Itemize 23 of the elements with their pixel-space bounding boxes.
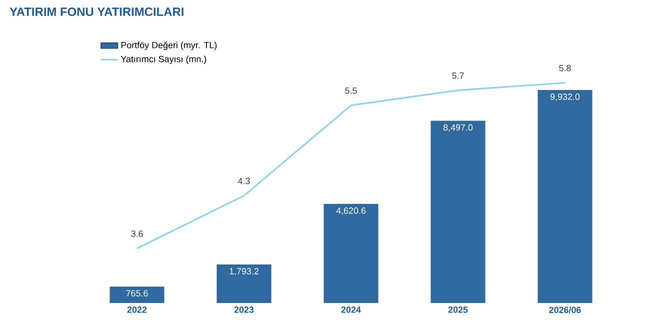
x-tick-label: 2022 [127,306,147,313]
data-label: 5.5 [345,88,357,94]
data-label: 1,793.2 [230,268,258,276]
x-tick-label: 2026/06 [549,306,581,314]
bar [216,264,272,303]
x-tick-label: 2024 [341,306,361,313]
bar [110,286,164,303]
bar [324,204,378,303]
data-label: 5.8 [559,64,571,72]
x-tick-label: 2023 [234,306,254,313]
data-label: 8,497.0 [443,124,473,132]
x-tick-label: 2025 [448,306,468,313]
data-label: 4,620.6 [336,207,366,215]
legend-label: Yatırımcı Sayısı (mn.) [120,56,206,64]
chart-title: YATIRIM FONU YATIRIMCILARI [10,8,184,16]
data-label: 5.7 [452,72,464,79]
data-label: 9,932.0 [550,94,580,101]
legend-label: Portföy Değeri (myr. TL) [121,42,217,50]
bar [538,90,592,303]
data-label: 765.6 [126,290,148,296]
data-label: 3.6 [131,230,143,237]
bar [430,120,486,303]
data-label: 4.3 [238,178,250,184]
